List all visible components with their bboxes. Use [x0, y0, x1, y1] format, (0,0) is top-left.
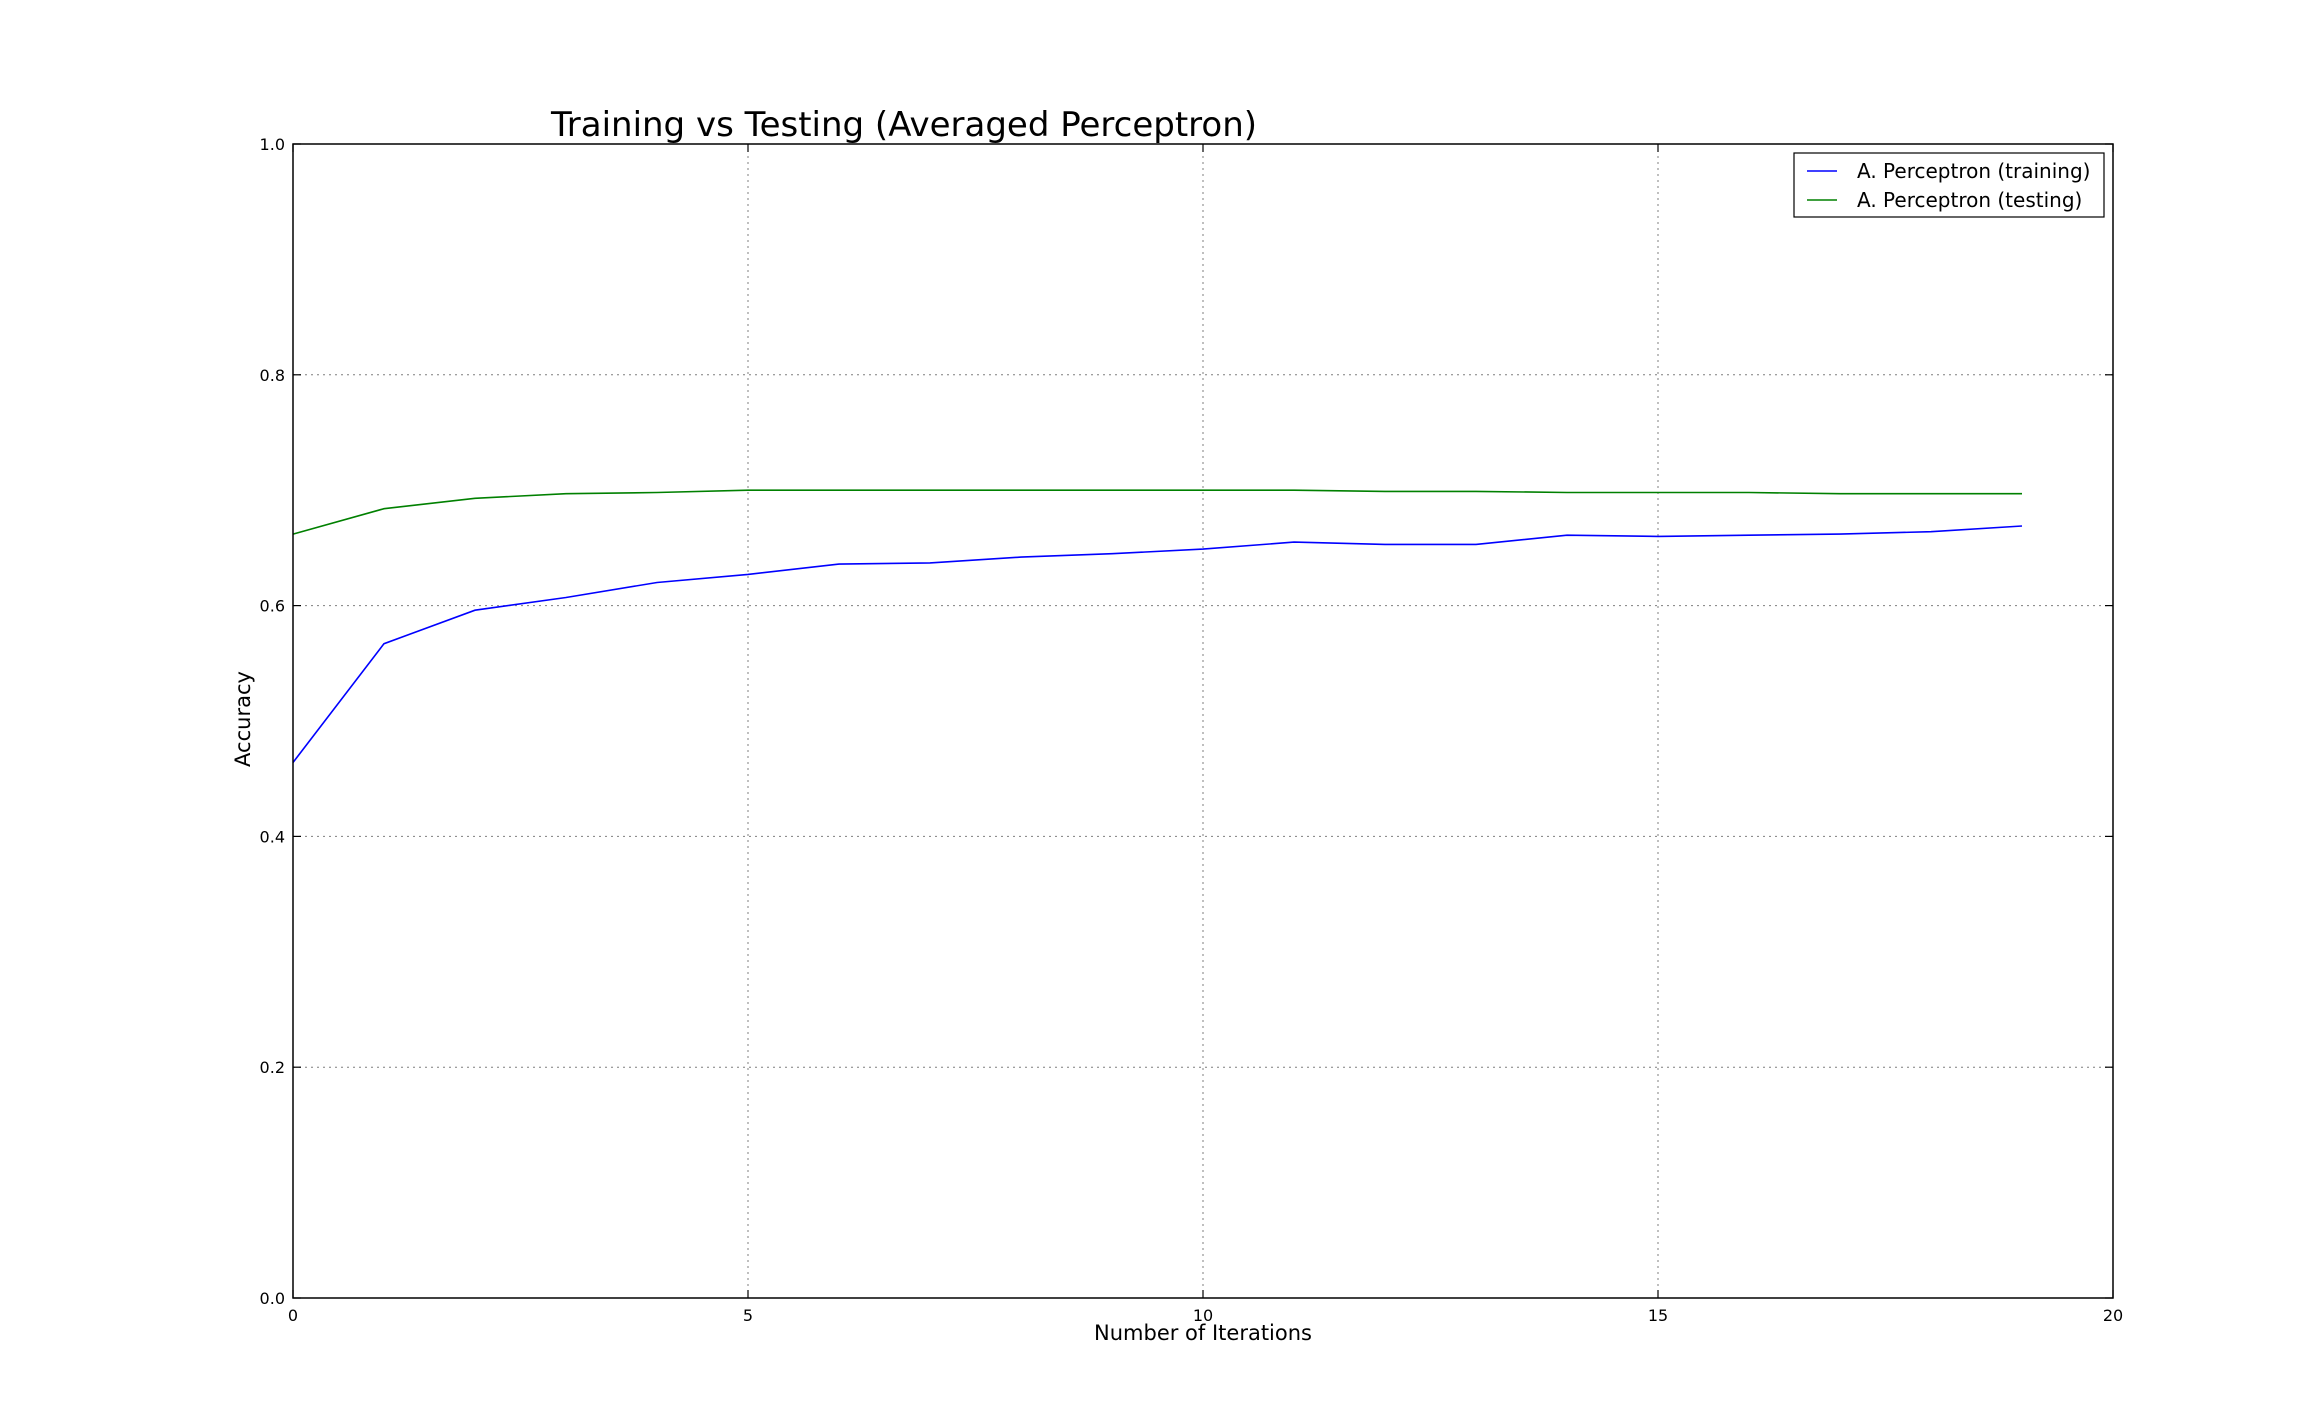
chart-title: Training vs Testing (Averaged Perceptron… [550, 105, 1257, 145]
y-tick-label: 0.0 [260, 1289, 285, 1308]
y-tick-label: 1.0 [260, 135, 285, 154]
y-tick-label: 0.2 [260, 1058, 285, 1077]
x-axis-label: Number of Iterations [1094, 1321, 1312, 1345]
legend-entry-label: A. Perceptron (testing) [1857, 188, 2082, 212]
axis-ticks: 0 5 10 15 20 0.0 0.2 0.4 0.6 0.8 1.0 [260, 135, 2124, 1325]
legend-entry-label: A. Perceptron (training) [1857, 159, 2090, 183]
y-tick-label: 0.4 [260, 827, 285, 846]
x-tick-label: 10 [1193, 1306, 1213, 1325]
grid [293, 144, 2113, 1298]
x-tick-label: 5 [743, 1306, 753, 1325]
x-tick-label: 0 [288, 1306, 298, 1325]
series-line-testing [292, 489, 2022, 535]
x-tick-label: 20 [2103, 1306, 2123, 1325]
x-tick-label: 15 [1648, 1306, 1668, 1325]
y-tick-label: 0.8 [260, 366, 285, 385]
series-line-training [292, 525, 2023, 763]
y-tick-label: 0.6 [260, 597, 285, 616]
legend-box [1793, 152, 2105, 218]
series-lines [292, 489, 2023, 763]
y-axis-label: Accuracy [231, 671, 255, 767]
legend: A. Perceptron (training) A. Perceptron (t… [1793, 152, 2105, 218]
